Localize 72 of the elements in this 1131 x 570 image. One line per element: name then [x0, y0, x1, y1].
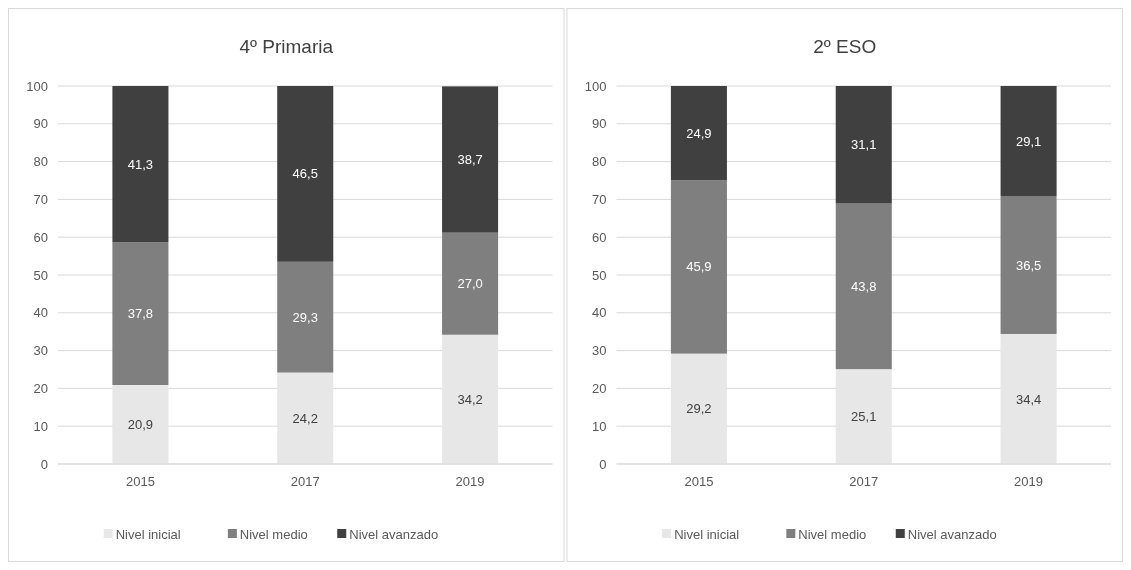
data-label: 37,8 — [127, 306, 154, 322]
bar — [442, 334, 499, 464]
data-label: 20,9 — [127, 417, 154, 433]
bar — [112, 242, 169, 385]
y-tick-label: 80 — [592, 154, 607, 170]
y-tick-label: 0 — [40, 456, 48, 472]
bar — [277, 372, 334, 464]
chart-title: 4º Primaria — [239, 36, 334, 57]
y-tick-label: 40 — [592, 305, 607, 321]
y-tick-label: 0 — [599, 456, 607, 472]
data-label: 36,5 — [1015, 257, 1042, 273]
bar — [670, 180, 727, 354]
data-label: 24,2 — [292, 410, 318, 426]
y-tick-label: 50 — [33, 267, 48, 283]
bar — [1000, 196, 1057, 334]
data-label: 31,1 — [851, 137, 877, 153]
data-label: 29,1 — [1015, 133, 1042, 149]
chart-title: 2º ESO — [813, 36, 877, 57]
bar — [442, 86, 499, 233]
data-label: 38,7 — [457, 152, 483, 168]
y-tick-label: 10 — [33, 418, 48, 434]
data-label: 27,0 — [457, 276, 483, 292]
x-tick-label: 2017 — [290, 474, 320, 489]
data-label: 34,2 — [457, 391, 483, 407]
legend-label: Nivel medio — [239, 526, 308, 542]
bar — [1000, 86, 1057, 196]
y-tick-label: 50 — [592, 267, 607, 283]
x-tick-label: 2017 — [849, 474, 879, 489]
bar — [277, 261, 334, 373]
y-tick-label: 70 — [33, 191, 48, 207]
legend-label: Nivel avanzado — [907, 526, 997, 542]
bar — [835, 369, 892, 464]
bar — [1000, 333, 1057, 464]
y-tick-label: 20 — [33, 380, 48, 396]
data-label: 41,3 — [127, 156, 154, 172]
bar — [670, 353, 727, 464]
bar — [277, 86, 334, 262]
legend-label: Nivel medio — [798, 526, 867, 542]
y-tick-label: 20 — [592, 380, 607, 396]
y-tick-label: 100 — [584, 78, 607, 94]
bar — [112, 86, 169, 243]
y-tick-label: 90 — [33, 116, 48, 132]
x-tick-label: 2019 — [455, 474, 485, 489]
data-label: 24,9 — [686, 125, 712, 141]
bar — [112, 385, 169, 464]
legend-label: Nivel inicial — [115, 526, 181, 542]
data-label: 29,2 — [686, 401, 712, 417]
data-label: 43,8 — [851, 278, 877, 294]
legend-label: Nivel avanzado — [349, 526, 439, 542]
data-label: 46,5 — [292, 166, 318, 182]
y-tick-label: 90 — [592, 116, 607, 132]
y-tick-label: 60 — [33, 229, 48, 245]
bar — [442, 232, 499, 335]
bar — [670, 86, 727, 181]
y-tick-label: 100 — [26, 78, 48, 94]
y-tick-label: 60 — [592, 229, 607, 245]
data-label: 25,1 — [851, 409, 877, 425]
data-label: 34,4 — [1015, 391, 1042, 407]
y-tick-label: 30 — [592, 343, 607, 359]
y-tick-label: 30 — [33, 343, 48, 359]
bar — [835, 86, 892, 204]
y-tick-label: 10 — [592, 418, 607, 434]
x-tick-label: 2015 — [125, 474, 155, 489]
x-tick-label: 2019 — [1014, 474, 1044, 489]
x-tick-label: 2015 — [684, 474, 714, 489]
y-tick-label: 80 — [33, 154, 48, 170]
data-label: 45,9 — [686, 259, 712, 275]
y-tick-label: 70 — [592, 191, 607, 207]
y-tick-label: 40 — [33, 305, 48, 321]
legend-label: Nivel inicial — [674, 526, 740, 542]
data-label: 29,3 — [292, 309, 318, 325]
bar — [835, 203, 892, 370]
